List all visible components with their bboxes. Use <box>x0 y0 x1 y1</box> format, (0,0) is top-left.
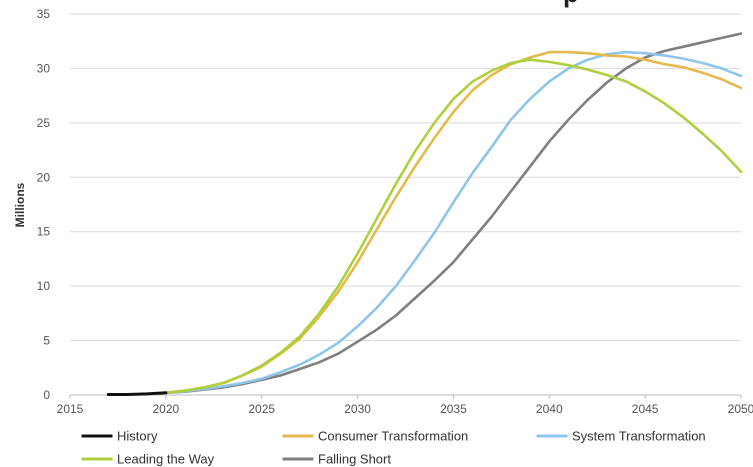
x-tick-label: 2030 <box>344 402 371 416</box>
y-tick-label: 5 <box>43 334 50 348</box>
y-tick-label: 20 <box>37 170 51 184</box>
x-tick-label: 2035 <box>440 402 467 416</box>
y-tick-label: 15 <box>37 225 51 239</box>
y-tick-label: 25 <box>37 116 51 130</box>
legend-label-falling-short: Falling Short <box>318 452 391 467</box>
x-tick-label: 2040 <box>536 402 563 416</box>
legend-label-system-transformation: System Transformation <box>572 429 706 444</box>
y-axis-title: Millions <box>13 182 27 227</box>
gridlines <box>70 13 741 396</box>
y-tick-label: 0 <box>43 388 50 402</box>
series-line-leading-the-way <box>164 58 743 395</box>
x-tick-label: 2045 <box>632 402 659 416</box>
y-tick-label: 35 <box>37 7 51 21</box>
x-tick-label: 2020 <box>153 402 180 416</box>
series-line-falling-short <box>164 32 743 395</box>
series-lines <box>106 32 743 396</box>
legend: History Consumer Transformation System Tra… <box>81 429 706 467</box>
series-line-consumer-transformation <box>164 50 743 395</box>
legend-label-history: History <box>117 429 158 444</box>
y-tick-label: 10 <box>37 279 51 293</box>
y-tick-label: 30 <box>37 61 51 75</box>
series-line-system-transformation <box>164 50 743 395</box>
y-axis-ticks: 0 5 10 15 20 25 30 35 <box>37 7 51 402</box>
series-line-history <box>106 391 168 396</box>
x-tick-label: 2050 <box>728 402 753 416</box>
x-tick-label: 2015 <box>57 402 84 416</box>
x-tick-label: 2025 <box>248 402 275 416</box>
legend-label-consumer-transformation: Consumer Transformation <box>318 429 468 444</box>
chart-title-fragment: p <box>563 0 579 8</box>
x-axis-ticks: 2015 2020 2025 2030 2035 2040 2045 2050 <box>57 395 753 416</box>
legend-label-leading-the-way: Leading the Way <box>117 452 215 467</box>
